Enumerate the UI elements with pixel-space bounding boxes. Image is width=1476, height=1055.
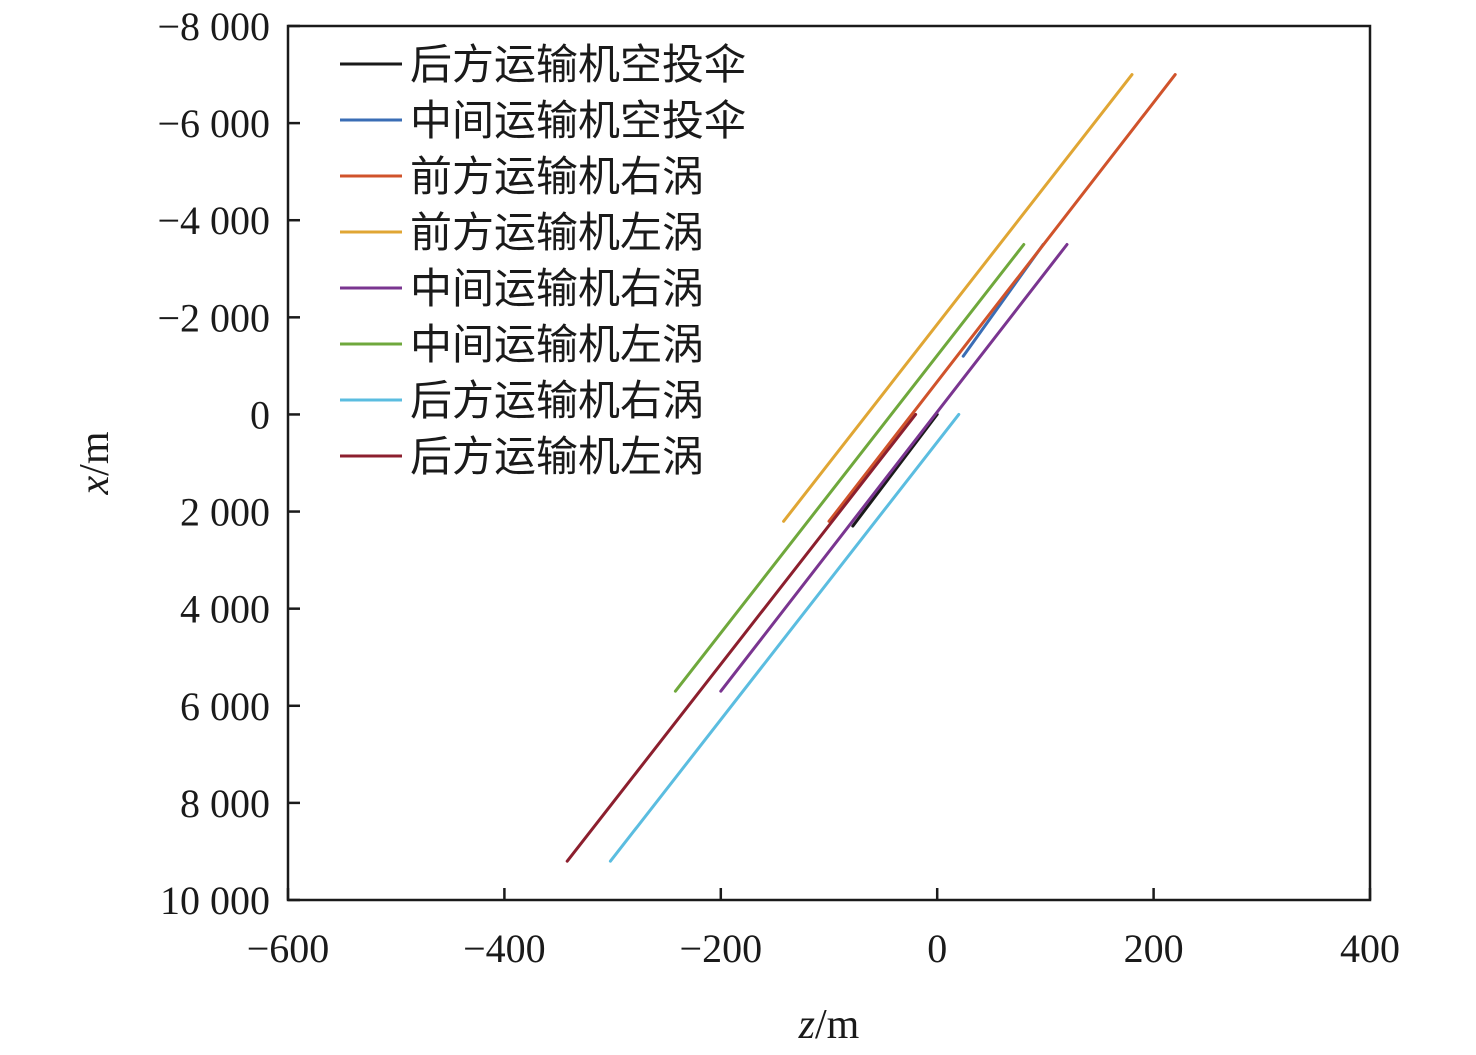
y-axis-label-unit: /m (72, 431, 118, 476)
y-tick-label: 6 000 (180, 684, 270, 729)
x-tick-label: −200 (680, 926, 763, 971)
y-tick-label: −6 000 (157, 101, 270, 146)
series-line-3 (827, 73, 1177, 523)
series-line-1 (851, 412, 939, 528)
series-line-8 (565, 412, 918, 863)
x-tick-label: 400 (1340, 926, 1400, 971)
legend-label: 中间运输机右涡 (410, 264, 704, 313)
x-tick-label: 0 (927, 926, 947, 971)
y-tick-label: −4 000 (157, 198, 270, 243)
series-line-6 (673, 243, 1026, 693)
y-axis-label: x/m (72, 431, 118, 495)
x-axis-label: z/m (798, 1002, 860, 1048)
legend-label: 后方运输机左涡 (410, 432, 704, 481)
y-tick-label: 0 (250, 392, 270, 437)
y-tick-label: 2 000 (180, 490, 270, 535)
x-tick-label: −400 (463, 926, 546, 971)
plot-frame (286, 24, 1372, 902)
legend-label: 后方运输机右涡 (410, 376, 704, 425)
legend-label: 前方运输机右涡 (410, 152, 704, 201)
y-tick-label: 8 000 (180, 781, 270, 826)
series-line-7 (608, 412, 961, 863)
legend: 后方运输机空投伞中间运输机空投伞前方运输机右涡前方运输机左涡中间运输机右涡中间运… (340, 40, 746, 481)
series-layer (565, 73, 1177, 863)
x-tick-label: 200 (1124, 926, 1184, 971)
legend-label: 前方运输机左涡 (410, 208, 704, 257)
x-tick-label: −600 (247, 926, 330, 971)
series-line-4 (782, 73, 1134, 523)
legend-label: 中间运输机左涡 (410, 320, 704, 369)
y-tick-label: −8 000 (157, 4, 270, 49)
legend-label: 后方运输机空投伞 (410, 40, 746, 89)
x-axis-label-var: z (798, 1002, 815, 1048)
y-tick-label: 4 000 (180, 587, 270, 632)
y-axis-label-var: x (72, 476, 118, 496)
y-tick-label: 10 000 (160, 878, 270, 923)
legend-label: 中间运输机空投伞 (410, 96, 746, 145)
y-tick-label: −2 000 (157, 295, 270, 340)
series-line-5 (719, 243, 1069, 693)
x-axis-label-unit: /m (815, 1002, 860, 1048)
tick-layer: −600 −400 −200 0 200 400 −8 000 −6 000 −4 000 −2 … (157, 4, 1400, 971)
